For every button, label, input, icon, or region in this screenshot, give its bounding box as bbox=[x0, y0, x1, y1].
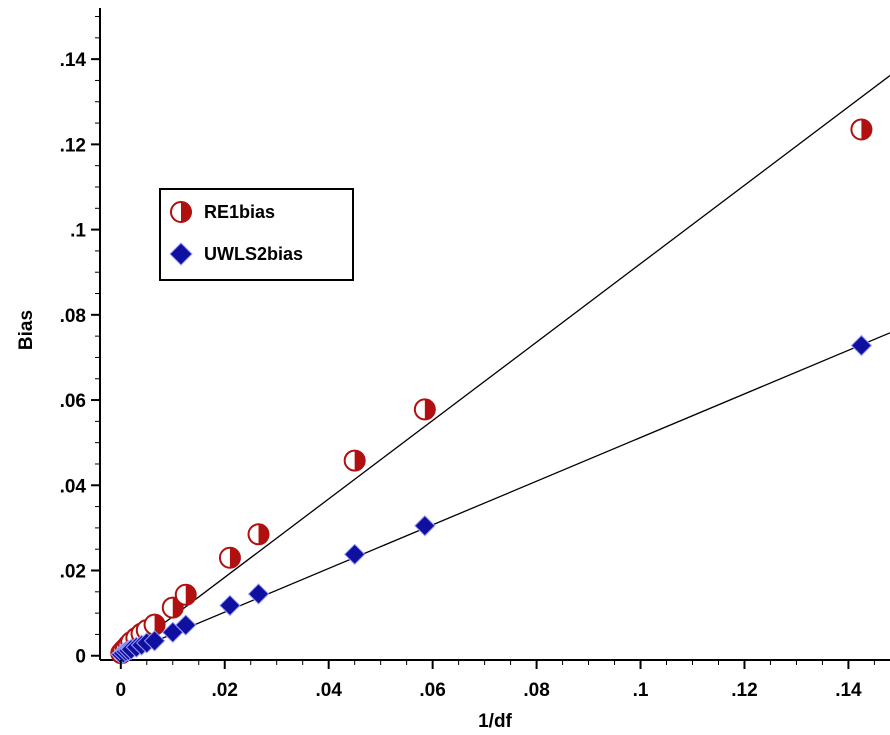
x-axis-title: 1/df bbox=[478, 711, 512, 732]
y-tick-label: 0 bbox=[75, 647, 86, 668]
y-tick-label: .04 bbox=[60, 476, 87, 497]
x-tick-label: .06 bbox=[419, 680, 445, 701]
x-tick-label: 0 bbox=[116, 680, 127, 701]
fit-lines bbox=[120, 74, 890, 657]
data-point-re1bias bbox=[218, 546, 241, 569]
y-tick-label: .08 bbox=[60, 306, 86, 327]
x-tick-label: .02 bbox=[212, 680, 238, 701]
data-point-uwls2bias bbox=[343, 543, 366, 566]
x-tick-label: .14 bbox=[835, 680, 862, 701]
y-tick-label: .12 bbox=[60, 135, 86, 156]
fit-line bbox=[120, 74, 890, 657]
fit-line bbox=[120, 332, 890, 657]
data-markers bbox=[110, 118, 873, 666]
data-point-re1bias bbox=[850, 118, 873, 141]
data-point-uwls2bias bbox=[219, 594, 241, 617]
legend-marker-re1bias bbox=[170, 201, 192, 223]
axes bbox=[99, 8, 890, 661]
data-point-re1bias bbox=[413, 398, 436, 421]
y-axis-ticks: 0 .02 .04 .06 .08 .1 .12 .14 bbox=[60, 16, 100, 668]
y-axis-title: Bias bbox=[16, 310, 37, 350]
x-tick-label: .1 bbox=[633, 680, 649, 701]
data-point-re1bias bbox=[247, 523, 270, 546]
y-tick-label: .02 bbox=[60, 562, 86, 583]
x-tick-label: .12 bbox=[731, 680, 757, 701]
data-point-re1bias bbox=[174, 583, 197, 606]
legend-label: RE1bias bbox=[204, 202, 275, 222]
data-point-uwls2bias bbox=[247, 583, 270, 605]
y-tick-label: .14 bbox=[60, 50, 87, 71]
data-point-uwls2bias bbox=[850, 334, 873, 357]
x-tick-label: .04 bbox=[315, 680, 342, 701]
x-axis-ticks: 0 .02 .04 .06 .08 .1 .12 .14 bbox=[116, 660, 875, 701]
y-tick-label: .06 bbox=[60, 391, 86, 412]
data-point-uwls2bias bbox=[175, 614, 197, 636]
data-point-re1bias bbox=[161, 596, 184, 619]
x-tick-label: .08 bbox=[523, 680, 549, 701]
data-point-uwls2bias bbox=[414, 515, 436, 537]
legend: RE1bias UWLS2bias bbox=[159, 188, 354, 281]
y-tick-label: .1 bbox=[70, 221, 86, 242]
data-point-re1bias bbox=[343, 449, 366, 472]
legend-marker-uwls2bias bbox=[169, 242, 193, 266]
data-point-uwls2bias bbox=[143, 630, 166, 652]
legend-label: UWLS2bias bbox=[204, 244, 303, 264]
legend-box bbox=[159, 188, 354, 281]
data-point-re1bias bbox=[143, 613, 166, 636]
